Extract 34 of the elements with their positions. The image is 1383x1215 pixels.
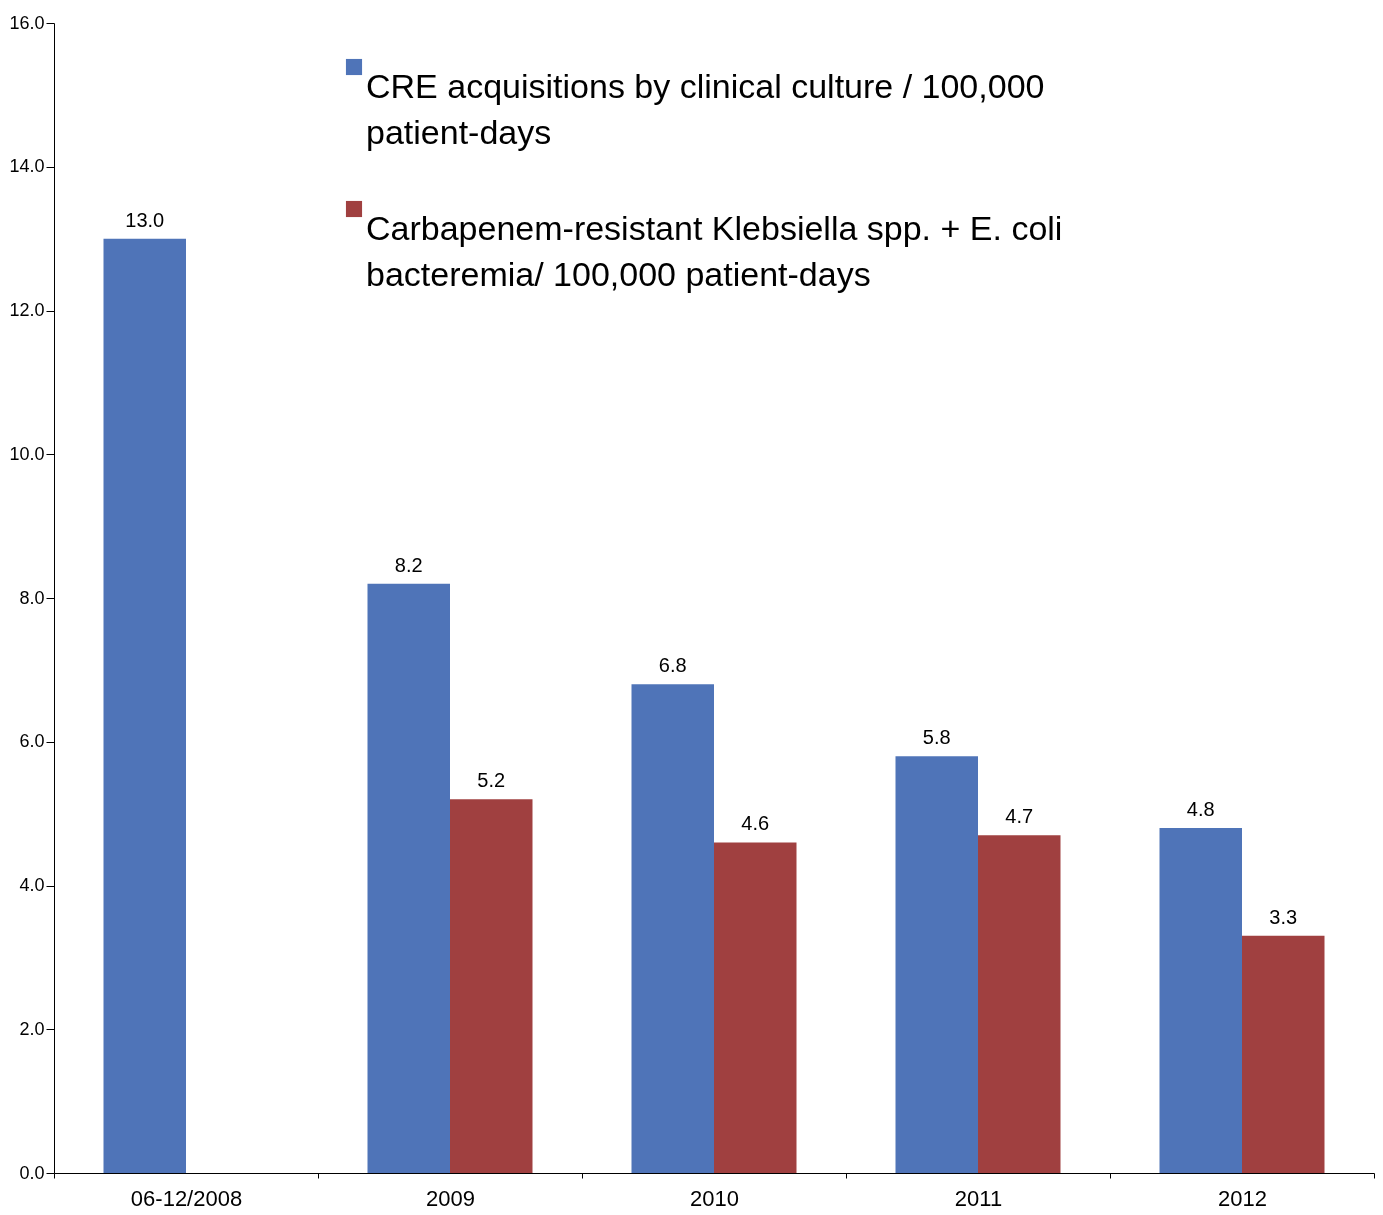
data-label: 8.2: [394, 553, 423, 576]
legend-label: CRE acquisitions by clinical culture / 100,000 patient-days: [366, 67, 1045, 151]
bar: [714, 842, 797, 1173]
y-tick-label: 6.0: [19, 731, 45, 752]
x-tick-label: 06-12/2008: [130, 1185, 243, 1211]
data-label: 13.0: [125, 208, 165, 231]
bar: [631, 684, 714, 1173]
data-label: 6.8: [658, 654, 687, 677]
data-label: 4.8: [1186, 798, 1215, 820]
y-tick-label: 0.0: [19, 1162, 45, 1183]
data-label: 3.3: [1269, 905, 1298, 928]
y-tick-label: 12.0: [9, 300, 45, 320]
bar: [1159, 828, 1242, 1173]
x-tick-label: 2012: [1218, 1185, 1267, 1211]
bar: [367, 583, 450, 1173]
x-tick-label: 2011: [954, 1185, 1003, 1211]
bar: [978, 835, 1061, 1173]
y-tick-label: 10.0: [9, 443, 45, 464]
y-tick-label: 2.0: [19, 1018, 45, 1039]
legend-label: Carbapenem-resistant Klebsiella spp. + E. coli bacteremia/ 100,000 patient-days: [366, 209, 1063, 293]
data-label: 4.6: [741, 812, 770, 835]
x-tick-label: 2010: [690, 1185, 739, 1211]
x-tick-label: 2009: [426, 1185, 475, 1211]
bar: [450, 799, 533, 1173]
y-tick-label: 8.0: [19, 587, 45, 608]
data-label: 5.8: [922, 726, 951, 749]
y-tick-label: 16.0: [9, 12, 45, 33]
bar: [103, 238, 186, 1173]
data-label: 5.2: [477, 769, 506, 792]
y-tick-label: 14.0: [9, 156, 45, 177]
y-tick-label: 4.0: [19, 875, 45, 895]
bar: [1242, 935, 1325, 1173]
data-label: 4.7: [1005, 805, 1034, 828]
bar: [895, 756, 978, 1173]
